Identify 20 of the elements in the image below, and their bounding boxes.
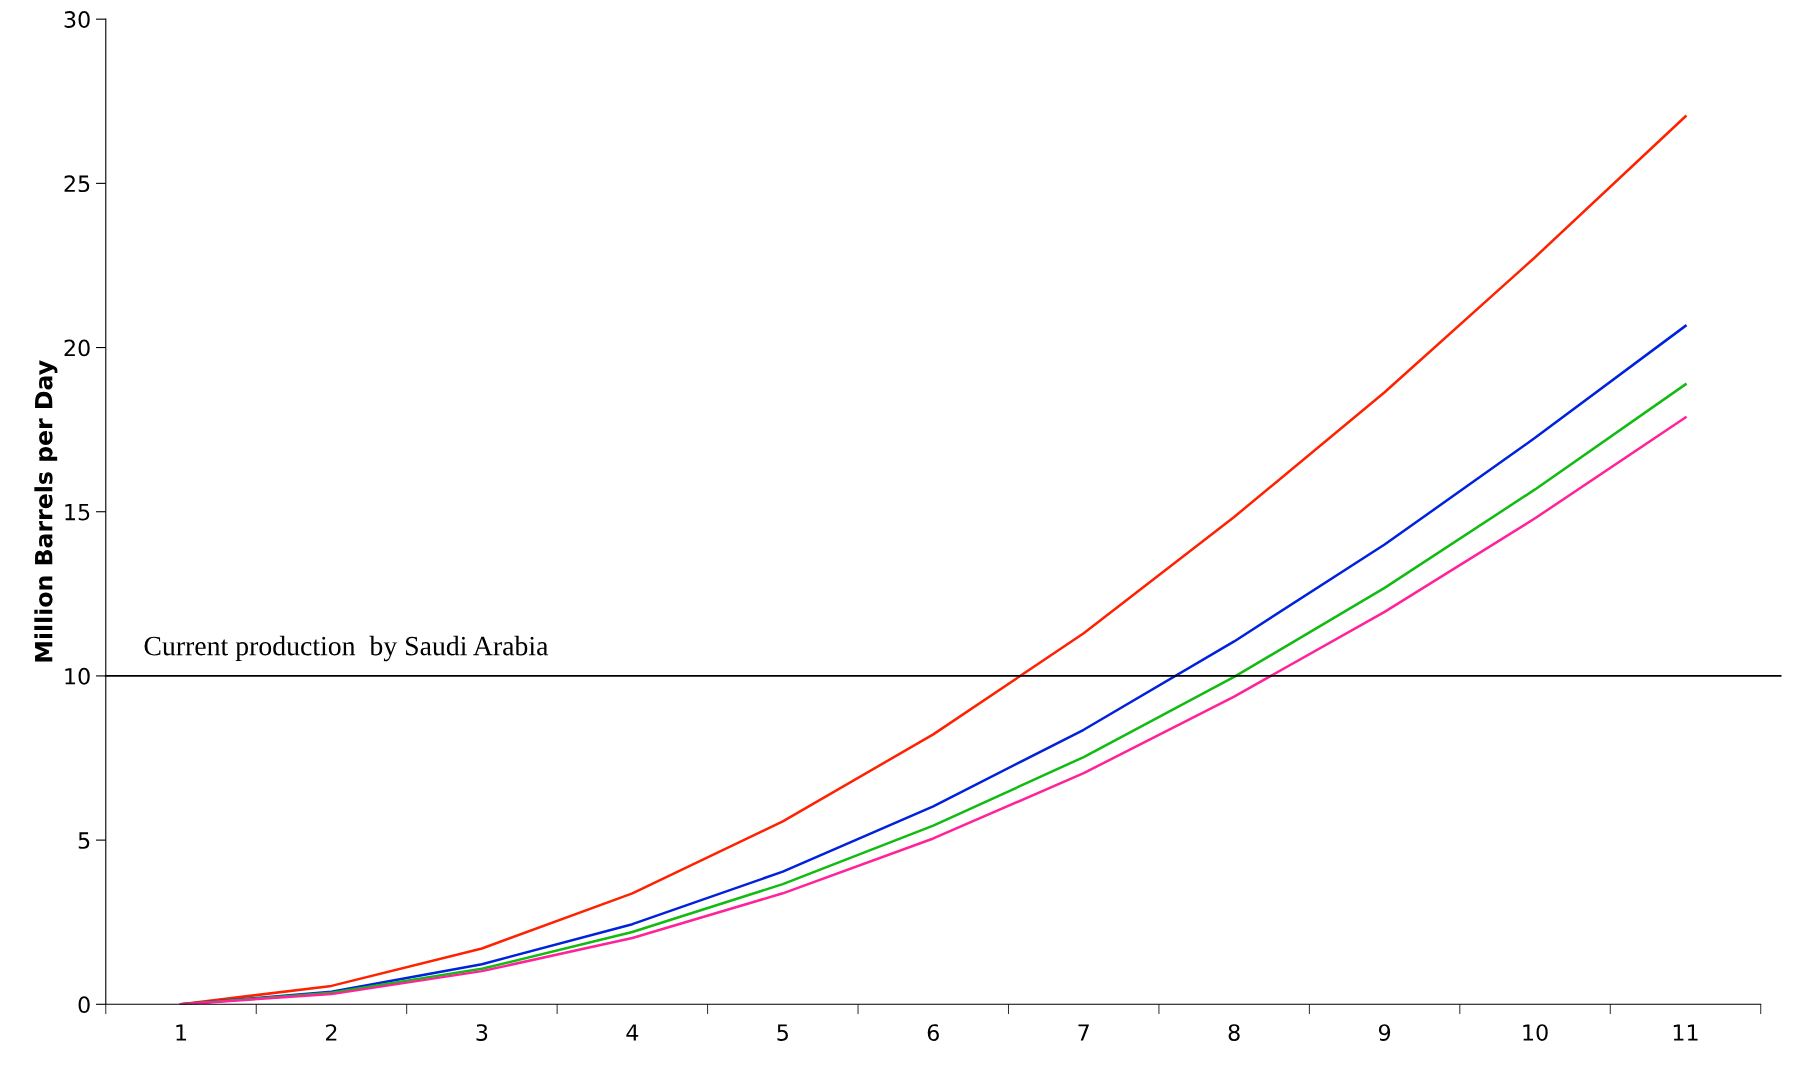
y-tick-label: 5 <box>78 832 90 849</box>
y-axis-title: Million Barrels per Day <box>34 360 58 662</box>
y-tick-label: 0 <box>78 996 90 1014</box>
x-tick-label: 2 <box>326 1024 337 1041</box>
y-tick-label: 30 <box>64 11 90 28</box>
x-tick-label: 8 <box>1228 1024 1240 1041</box>
x-tick-label: 10 <box>1523 1024 1548 1041</box>
x-tick-label: 3 <box>476 1024 488 1041</box>
y-tick-label: 20 <box>64 339 90 357</box>
x-tick-label: 7 <box>1078 1024 1089 1041</box>
x-tick-label: 1 <box>176 1024 187 1041</box>
y-tick-label: 15 <box>65 503 90 521</box>
x-tick-label: 4 <box>626 1024 639 1041</box>
x-tick-label: 6 <box>927 1024 939 1041</box>
y-tick-label: 10 <box>65 667 90 685</box>
x-tick-label: 5 <box>777 1024 788 1041</box>
y-tick-label: 25 <box>64 175 90 193</box>
ref-line-label: Current production by Saudi Arabia <box>144 635 549 662</box>
x-tick-label: 11 <box>1673 1024 1698 1041</box>
x-tick-label: 9 <box>1378 1024 1391 1041</box>
